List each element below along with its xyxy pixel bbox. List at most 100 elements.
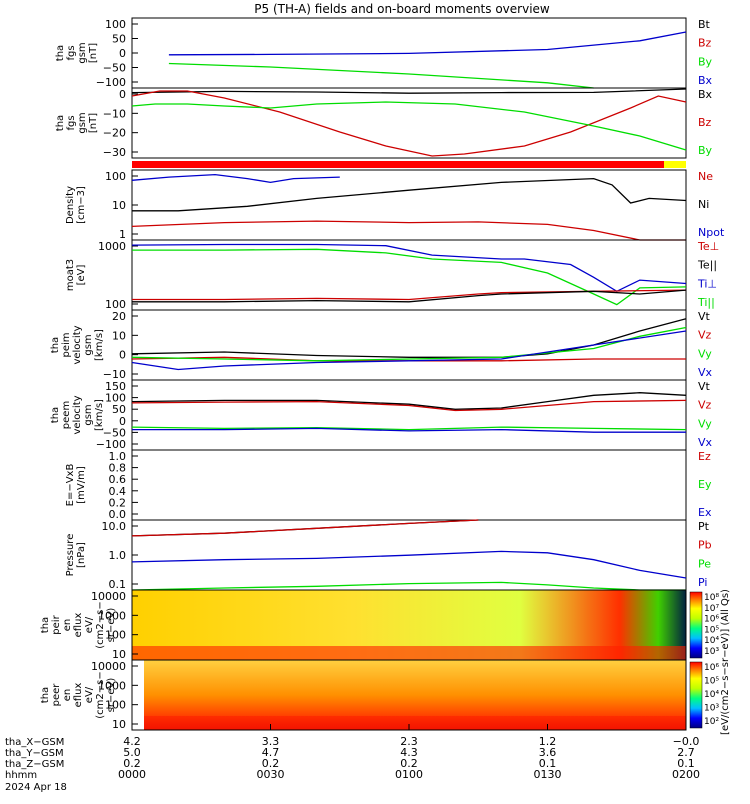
legend-entry: Vy bbox=[698, 347, 712, 360]
panel-4: 1000 100 moat3 [eV] Te⊥ Te|| Ti⊥ Ti|| bbox=[65, 239, 719, 311]
series-line bbox=[131, 220, 686, 241]
colorbar-tick-label: 10⁴ bbox=[704, 636, 719, 646]
x-tick-label: 4.7 bbox=[262, 746, 280, 759]
series-line bbox=[131, 318, 687, 358]
y-tick-label: 0 bbox=[119, 47, 126, 60]
y-axis-label: en bbox=[62, 619, 73, 632]
panel-frame bbox=[131, 449, 687, 521]
y-tick-label: 1.0 bbox=[109, 549, 127, 562]
legend-entry: Ne bbox=[698, 170, 713, 183]
y-tick-label: 1000 bbox=[98, 679, 126, 692]
y-axis-label: tha bbox=[55, 115, 66, 131]
series-line bbox=[131, 519, 479, 537]
x-row-label: tha_Z−GSM bbox=[5, 759, 64, 770]
spectrogram-band bbox=[132, 646, 686, 660]
series-line bbox=[131, 243, 687, 293]
legend-entry: Te|| bbox=[697, 259, 717, 272]
y-axis-label: tha bbox=[40, 617, 51, 633]
x-row-label: hhmm bbox=[5, 770, 37, 781]
y-axis-label: en bbox=[62, 689, 73, 702]
colorbar-tick-label: 10⁸ bbox=[704, 593, 719, 603]
y-tick-label: 100 bbox=[105, 18, 126, 31]
y-tick-label: 0 bbox=[119, 415, 126, 428]
panel-frame bbox=[131, 87, 687, 159]
y-tick-label: 1.0 bbox=[109, 450, 127, 463]
x-row-label: tha_X−GSM bbox=[5, 737, 64, 748]
legend-entry: Ni bbox=[698, 198, 709, 211]
colorbar-tick-label: 10⁵ bbox=[704, 677, 719, 687]
y-axis-label: velocity bbox=[72, 395, 83, 434]
panel-frame bbox=[131, 379, 687, 451]
y-axis-label: (cm2−s− bbox=[95, 601, 106, 648]
y-axis-label: tha bbox=[55, 45, 66, 61]
colorbar-tick-label: 10² bbox=[704, 717, 719, 727]
series-line bbox=[131, 88, 687, 94]
panel-3: 100 10 1 Density [cm−3] Ne Ni Npot bbox=[65, 169, 725, 241]
panel-7: 1.00.80.60.40.20.0 E=−VxB [mV/m] Ez Ey Ex bbox=[65, 449, 712, 521]
y-tick-label: 20 bbox=[112, 310, 126, 323]
y-tick-label: 100 bbox=[105, 298, 126, 311]
series-line bbox=[131, 426, 687, 431]
y-tick-label: 100 bbox=[105, 170, 126, 183]
y-tick-label: −50 bbox=[103, 426, 126, 439]
colorbar bbox=[689, 591, 703, 659]
panel-10: 10000 1000 100 10 tha peer en eflux eV/(cm2−s− sr… bbox=[40, 659, 687, 731]
x-tick-label: 0.2 bbox=[262, 757, 280, 770]
y-axis-label: (cm2−s− bbox=[95, 671, 106, 718]
series-line bbox=[132, 248, 687, 306]
x-tick-label: 0.2 bbox=[400, 757, 418, 770]
legend-entry: Bz bbox=[698, 116, 712, 129]
series-line bbox=[131, 330, 687, 371]
x-tick-label: 0.2 bbox=[123, 757, 141, 770]
y-axis-label: Pressure bbox=[65, 534, 76, 577]
legend-entry: Vz bbox=[698, 329, 712, 342]
y-tick-label: 50 bbox=[112, 33, 126, 46]
series-line bbox=[131, 399, 687, 412]
x-tick-label: 0100 bbox=[395, 768, 423, 781]
x-tick-label: 0000 bbox=[118, 768, 146, 781]
y-tick-label: 10 bbox=[112, 329, 126, 342]
series-line bbox=[131, 326, 687, 362]
y-axis-label: peim bbox=[61, 332, 72, 357]
y-axis-label: gsm bbox=[83, 404, 94, 425]
legend-entry: Vy bbox=[698, 417, 712, 430]
y-tick-label: 10 bbox=[112, 718, 126, 731]
legend-entry: Vz bbox=[698, 399, 712, 412]
y-axis-label: eV/ bbox=[84, 616, 95, 633]
x-tick-label: 4.3 bbox=[400, 746, 418, 759]
y-tick-label: −100 bbox=[96, 76, 126, 89]
colorbar-tick-label: 10⁵ bbox=[704, 625, 719, 635]
y-axis-label: tha bbox=[50, 337, 61, 353]
y-tick-label: 1 bbox=[119, 228, 126, 241]
series-line bbox=[131, 101, 687, 151]
y-axis-label: tha bbox=[50, 407, 61, 423]
panel-8: 10.0 1.0 0.1 Pressure [nPa] Pt Pb Pe Pi bbox=[65, 519, 712, 591]
y-axis-label: peir bbox=[51, 614, 62, 634]
y-axis-label: eV/ bbox=[84, 686, 95, 703]
legend-entry: Ti|| bbox=[697, 296, 715, 309]
legend-entry: Pi bbox=[698, 576, 707, 589]
legend-entry: Te⊥ bbox=[697, 240, 719, 253]
colorbar-tick-label: 10⁷ bbox=[704, 604, 719, 614]
series-line bbox=[168, 31, 687, 56]
colorbar-tick-label: 10³ bbox=[704, 647, 719, 657]
y-axis-label: fgs bbox=[66, 115, 77, 130]
colorbar bbox=[689, 661, 703, 729]
legend-entry: Ey bbox=[698, 478, 712, 491]
y-tick-label: −50 bbox=[103, 62, 126, 75]
legend-entry: Pb bbox=[698, 539, 712, 552]
y-tick-label: −30 bbox=[103, 146, 126, 159]
quality-bar-end bbox=[664, 161, 686, 168]
y-tick-label: 10.0 bbox=[102, 520, 127, 533]
y-tick-label: 0.2 bbox=[109, 496, 127, 509]
y-axis-label: peem bbox=[61, 401, 72, 429]
y-axis-label: [eV] bbox=[76, 265, 87, 286]
panel-2: 0 −10 −20 −30 tha fgs gsm [nT] Bx Bz By bbox=[55, 87, 713, 159]
y-axis-label: eflux bbox=[73, 613, 84, 638]
x-tick-label: 2.3 bbox=[400, 735, 418, 748]
y-axis-label: [nT] bbox=[88, 113, 99, 133]
x-tick-label: 0030 bbox=[257, 768, 285, 781]
x-tick-label: 0.1 bbox=[539, 757, 557, 770]
y-tick-label: −100 bbox=[96, 438, 126, 451]
y-tick-label: 100 bbox=[105, 392, 126, 405]
